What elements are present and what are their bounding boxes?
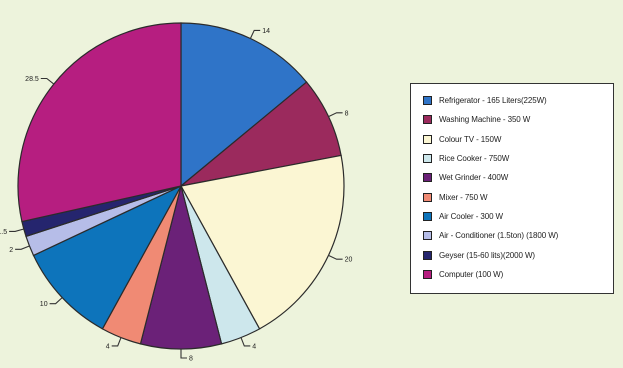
leader-line	[328, 112, 343, 118]
leader-line	[240, 337, 251, 347]
data-label: 1.5	[0, 229, 7, 236]
legend-swatch	[423, 211, 432, 221]
legend-swatch	[423, 173, 432, 183]
data-label: 8	[189, 356, 193, 363]
legend-list: Refrigerator - 165 Liters(225W) Washing M…	[411, 84, 613, 284]
legend-label: Air - Conditioner (1.5ton) (1800 W)	[439, 231, 559, 241]
legend-label: Geyser (15-60 lits)(2000 W)	[439, 250, 535, 260]
pie-slice-colour-tv	[180, 154, 345, 330]
legend-swatch	[423, 250, 432, 260]
legend-swatch	[423, 231, 432, 241]
data-label: 28.5	[25, 76, 39, 83]
leader-line	[9, 228, 24, 232]
legend-item: Refrigerator - 165 Liters(225W)	[423, 91, 613, 110]
legend-item: Geyser (15-60 lits)(2000 W)	[423, 245, 613, 264]
legend-item: Rice Cooker - 750W	[423, 149, 613, 168]
legend-swatch	[423, 154, 432, 164]
leader-line	[15, 245, 30, 250]
legend-swatch	[423, 192, 432, 202]
legend-swatch	[423, 269, 432, 279]
legend-swatch	[423, 96, 432, 106]
leader-line	[328, 254, 343, 260]
data-label: 2	[9, 247, 13, 254]
legend-item: Air Cooler - 300 W	[423, 207, 613, 226]
legend-label: Rice Cooker - 750W	[439, 154, 510, 164]
data-label: 14	[262, 28, 270, 35]
leader-line	[49, 297, 63, 305]
legend-label: Air Cooler - 300 W	[439, 211, 503, 221]
legend-label: Wet Grinder - 400W	[439, 173, 509, 183]
legend-swatch	[423, 134, 432, 144]
legend-item: Computer (100 W)	[423, 265, 613, 284]
leader-line	[40, 77, 55, 85]
legend-item: Mixer - 750 W	[423, 187, 613, 206]
legend-item: Wet Grinder - 400W	[423, 168, 613, 187]
pie-slice-refrigerator	[180, 22, 308, 188]
data-label: 4	[252, 343, 256, 350]
legend-swatch	[423, 115, 432, 125]
legend: Refrigerator - 165 Liters(225W) Washing M…	[410, 83, 614, 294]
pie-slice-computer-100	[17, 22, 182, 223]
leader-line	[111, 337, 122, 347]
data-label: 8	[345, 110, 349, 117]
legend-item: Air - Conditioner (1.5ton) (1800 W)	[423, 226, 613, 245]
legend-label: Colour TV - 150W	[439, 134, 502, 144]
legend-item: Washing Machine - 350 W	[423, 110, 613, 129]
legend-item: Colour TV - 150W	[423, 130, 613, 149]
pie-data-labels: 14 8 20 4 8 4 10 2 1.5 28.5	[0, 28, 352, 363]
legend-label: Washing Machine - 350 W	[439, 115, 531, 125]
pie-slices	[17, 22, 345, 350]
legend-label: Mixer - 750 W	[439, 192, 488, 202]
leader-line	[180, 349, 187, 359]
leader-line	[249, 29, 261, 39]
legend-label: Refrigerator - 165 Liters(225W)	[439, 96, 547, 106]
data-label: 10	[40, 301, 48, 308]
data-label: 20	[345, 257, 353, 264]
data-label: 4	[106, 343, 110, 350]
legend-label: Computer (100 W)	[439, 269, 504, 279]
